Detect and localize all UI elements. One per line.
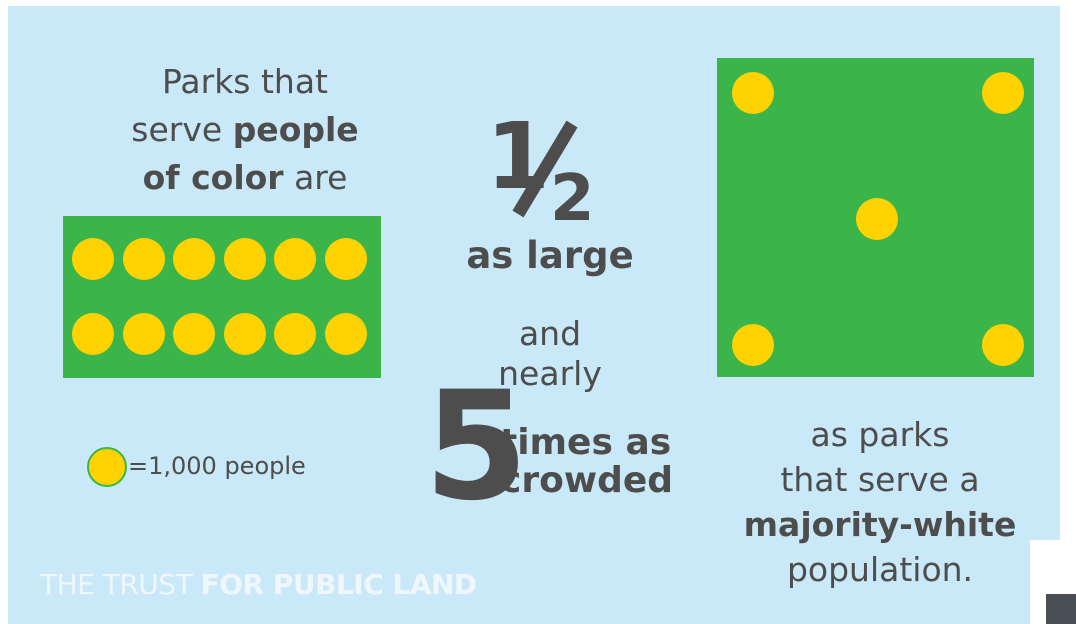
right-heading-line3: majority-white [730,502,1030,547]
five-figure: 5 [424,360,528,534]
left-heading-line1: Parks that [161,62,328,101]
person-dot [856,198,898,240]
person-dot [223,313,266,355]
small-park-illustration [63,216,381,378]
fraction-one-half: 1 2 [472,103,622,236]
left-heading-of-color: of color [142,158,284,197]
left-heading-line3: of color are [80,154,410,202]
person-dot [324,238,367,280]
brand-the-trust: THE TRUST [40,568,201,601]
left-heading-are: are [283,158,348,197]
fraction-graphic: 1 2 [486,103,595,236]
brand-logo-text: THE TRUST FOR PUBLIC LAND [40,568,477,601]
person-dot [173,313,215,355]
nearly-label: nearly [498,354,602,393]
brand-for-public-land: FOR PUBLIC LAND [200,568,478,601]
and-label: and [518,314,582,353]
person-dot [324,313,367,355]
person-dot [982,72,1024,114]
left-heading-people: people [232,110,359,149]
fraction-slash [512,120,578,218]
left-heading-line2: serve people [80,106,410,154]
person-dot [982,324,1024,366]
person-dot [173,238,215,280]
person-dot [732,72,774,114]
right-heading-line4: population. [786,550,974,589]
as-large-label: as large [466,234,634,277]
and-nearly-label: and nearly [450,314,650,394]
person-dot [122,313,165,355]
times-as-label: times as [500,422,672,463]
person-dot [223,238,266,280]
legend-person-dot-icon [87,447,127,487]
fraction-numerator: 1 [486,103,550,210]
legend-text: =1,000 people [128,452,306,480]
person-dot [274,313,316,355]
times-as-crowded-label: times as crowded [500,424,680,500]
right-heading: as parks that serve a majority-white pop… [730,412,1030,592]
person-dot [122,238,165,280]
fraction-denominator: 2 [550,162,595,236]
large-park-illustration [717,58,1034,377]
person-dot [274,238,316,280]
right-heading-majority-white: majority-white [743,505,1017,544]
person-dot [72,238,114,280]
right-heading-line2: that serve a [780,460,980,499]
person-dot [72,313,114,355]
corner-dark-block [1046,594,1076,624]
left-heading-serve: serve [131,110,233,149]
person-dot [732,324,774,366]
crowded-label: crowded [500,460,674,501]
right-heading-line1: as parks [810,415,950,454]
left-heading: Parks that serve people of color are [80,58,410,202]
